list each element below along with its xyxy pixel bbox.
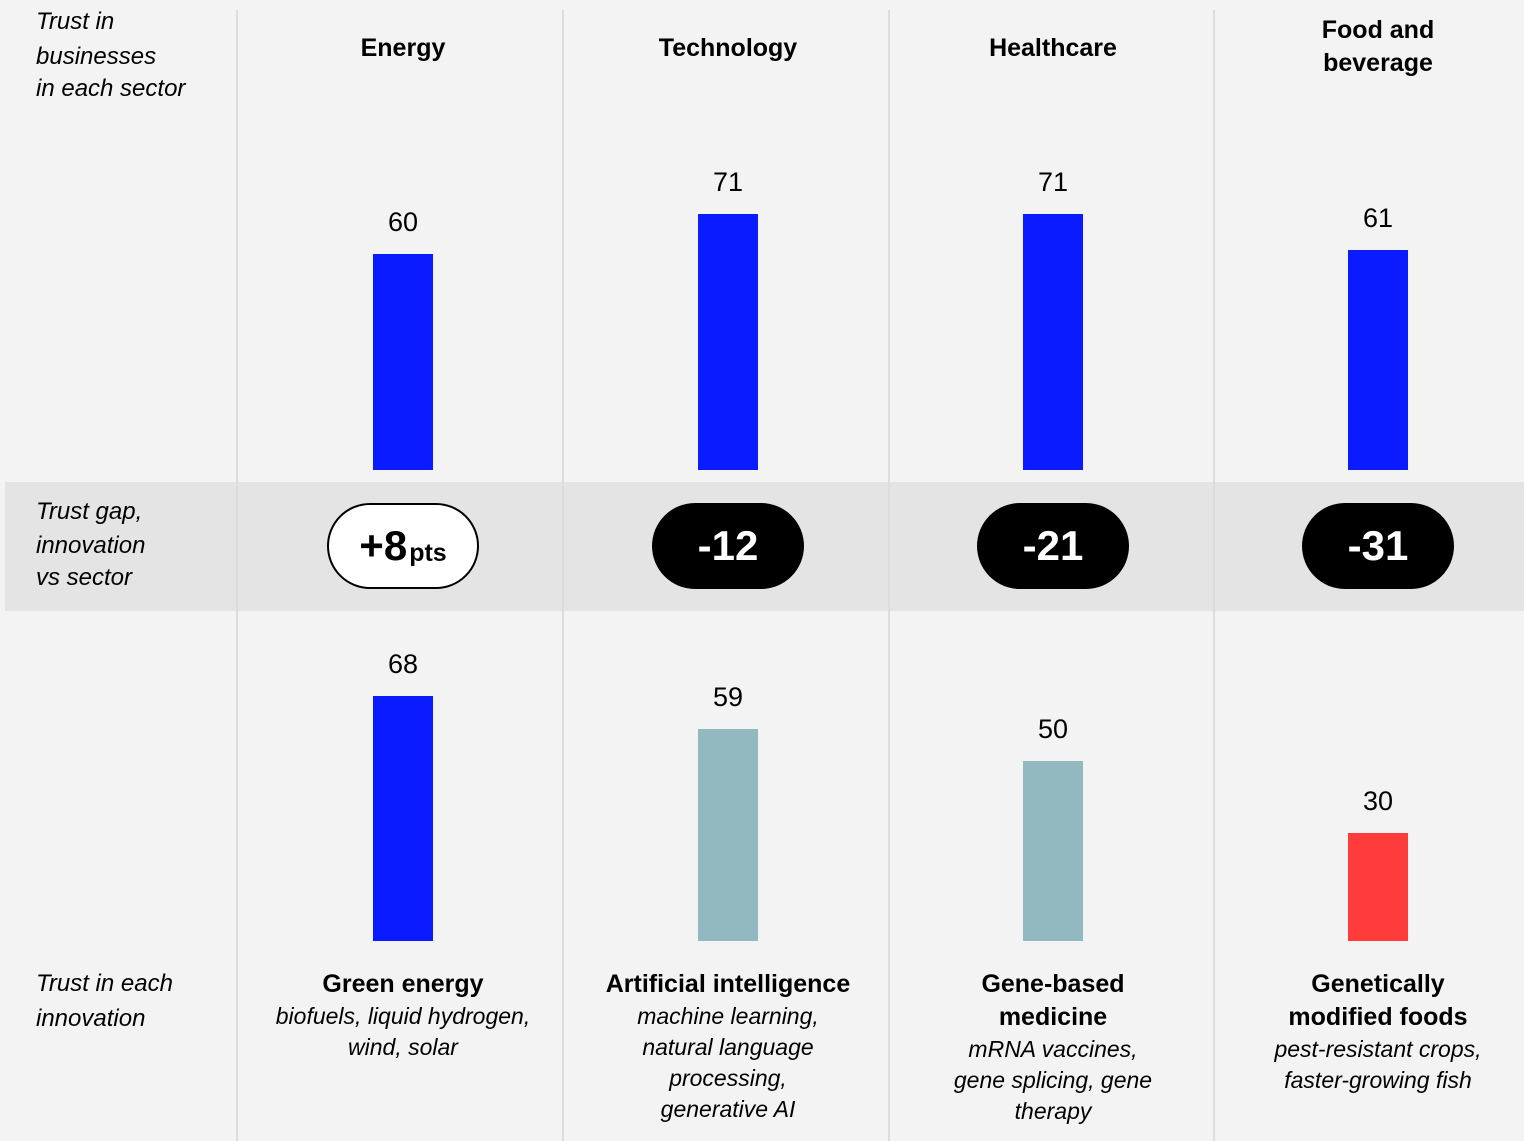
sector-title-line: Energy (360, 34, 446, 62)
sector-title: Healthcare (923, 32, 1183, 65)
column-divider (236, 10, 238, 1141)
trust-gap-pill: -21 (977, 503, 1129, 589)
trust-gap-unit: pts (409, 538, 447, 567)
innovation-examples-line: machine learning, (637, 1003, 819, 1029)
innovation-examples-line: natural language (642, 1034, 814, 1060)
innovation-examples-line: therapy (1014, 1098, 1092, 1124)
trust-gap-pill: -31 (1302, 503, 1454, 589)
sector-title: Energy (273, 32, 533, 65)
bar-value-label: 59 (712, 681, 744, 712)
innovation-name-line: Artificial intelligence (605, 970, 851, 998)
bar-value-label: 61 (1362, 203, 1394, 234)
innovation-examples-line: faster-growing fish (1284, 1067, 1472, 1093)
innovation-trust-bar (373, 696, 433, 941)
innovation-caption: Genetically modified foods pest-resistant … (1223, 968, 1524, 1096)
row-label-gap-line: Trust gap, (36, 498, 143, 525)
sector-title-line: Technology (658, 34, 798, 62)
bar-value-label: 71 (712, 167, 744, 198)
sector-trust-bar (1023, 214, 1083, 470)
sector-title-line: Food and (1321, 16, 1435, 44)
bar-value-label: 60 (387, 207, 419, 237)
sector-trust-bar (698, 214, 758, 470)
innovation-examples-line: generative AI (660, 1096, 796, 1122)
innovation-name-line: Green energy (322, 970, 484, 998)
row-label-sector-trust-line: businesses (36, 43, 157, 70)
row-label-gap-line: innovation (36, 532, 146, 559)
column-divider (562, 10, 564, 1141)
innovation-caption: Gene-based medicine mRNA vaccines, gene spl… (898, 968, 1208, 1127)
sector-trust-bar (373, 254, 433, 470)
innovation-name-line: modified foods (1288, 1003, 1468, 1031)
bar-value-label: 50 (1037, 714, 1069, 744)
sector-title: Food and beverage (1248, 14, 1508, 80)
innovation-name-line: Genetically (1311, 970, 1445, 998)
innovation-examples-line: processing, (669, 1065, 787, 1091)
trust-gap-value: -21 (1022, 522, 1084, 569)
row-label-innovation-trust-line: innovation (36, 1005, 146, 1032)
trust-gap-value: -31 (1347, 522, 1409, 569)
sector-title-line: beverage (1323, 49, 1433, 77)
innovation-name-line: Gene-based (981, 970, 1125, 998)
innovation-examples-line: gene splicing, gene (953, 1067, 1153, 1093)
row-label-sector-trust-line: Trust in (36, 8, 115, 35)
row-label-gap-line: vs sector (36, 564, 133, 591)
innovation-examples-line: wind, solar (348, 1034, 458, 1060)
column-divider (888, 10, 890, 1141)
innovation-caption: Green energy biofuels, liquid hydrogen, wi… (248, 968, 558, 1063)
innovation-name-line: medicine (998, 1003, 1108, 1031)
innovation-trust-bar (1023, 761, 1083, 941)
row-label-innovation-trust-line: Trust in each (36, 970, 173, 997)
trust-gap-pill: +8 pts (327, 503, 479, 589)
bar-value-label: 68 (387, 649, 419, 680)
bar-value-label: 30 (1362, 786, 1394, 816)
trust-gap-value: -12 (697, 522, 759, 569)
column-divider (1213, 10, 1215, 1141)
row-label-sector-trust-line: in each sector (36, 75, 186, 102)
innovation-examples-line: biofuels, liquid hydrogen, (275, 1003, 531, 1029)
innovation-trust-bar (1348, 833, 1408, 941)
sector-title: Technology (598, 32, 858, 65)
sector-title-line: Healthcare (989, 34, 1117, 62)
trust-gap-value: +8 (359, 522, 408, 569)
trust-gap-pill: -12 (652, 503, 804, 589)
sector-trust-bar (1348, 250, 1408, 470)
innovation-trust-bar (698, 728, 758, 941)
innovation-examples-line: mRNA vaccines, (968, 1036, 1138, 1062)
innovation-caption: Artificial intelligence machine learning,… (573, 968, 883, 1125)
bar-value-label: 71 (1037, 167, 1069, 198)
innovation-examples-line: pest-resistant crops, (1274, 1036, 1482, 1062)
